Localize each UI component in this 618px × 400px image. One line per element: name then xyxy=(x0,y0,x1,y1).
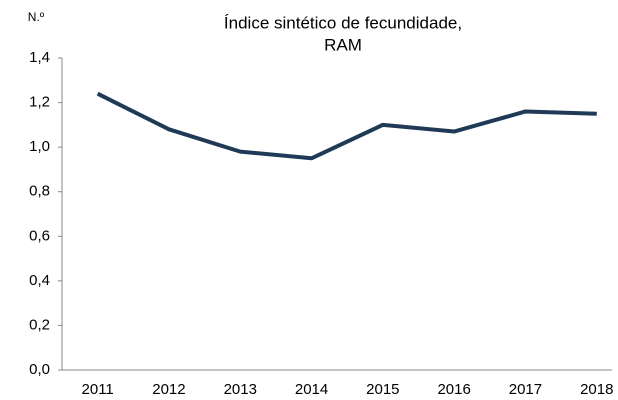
y-tick-label: 0,8 xyxy=(29,183,50,200)
y-tick-label: 1,0 xyxy=(29,138,50,155)
x-tick-label: 2014 xyxy=(295,381,328,398)
y-tick-label: 0,6 xyxy=(29,227,50,244)
y-tick-label: 0,4 xyxy=(29,272,50,289)
y-tick-label: 1,4 xyxy=(29,49,50,66)
x-tick-label: 2018 xyxy=(580,381,613,398)
x-tick-label: 2016 xyxy=(437,381,470,398)
y-tick-label: 0,2 xyxy=(29,316,50,333)
line xyxy=(96,91,597,161)
x-tick-label: 2011 xyxy=(82,381,114,398)
chart-title: Índice sintético de fecundidade, xyxy=(224,13,462,32)
y-tick-label: 0,0 xyxy=(29,361,50,378)
x-tick-label: 2013 xyxy=(224,381,257,398)
x-tick-label: 2015 xyxy=(366,381,399,398)
y-tick-label: 1,2 xyxy=(29,94,50,111)
x-tick-label: 2012 xyxy=(152,381,185,398)
y-axis-label: N.º xyxy=(28,10,45,24)
x-tick-label: 2017 xyxy=(509,381,542,398)
chart-title: RAM xyxy=(324,35,362,54)
